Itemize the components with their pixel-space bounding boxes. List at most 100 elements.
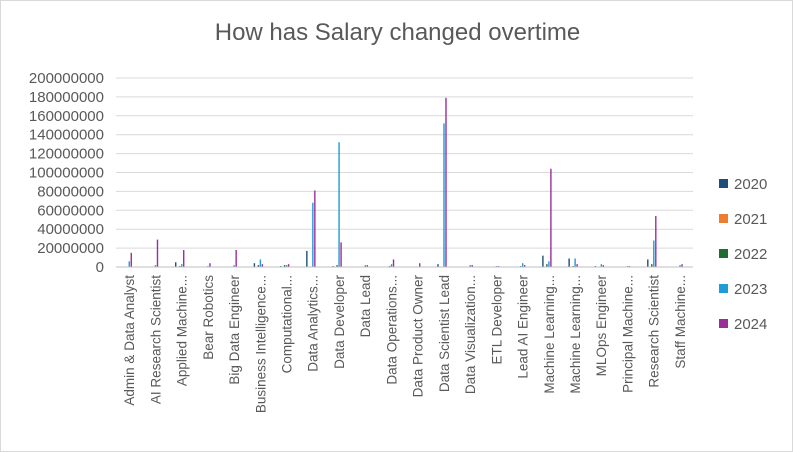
bar-2023	[128, 261, 130, 267]
x-tick-label: Data Visualization...	[463, 275, 478, 394]
chart-title: How has Salary changed overtime	[214, 19, 581, 46]
bar-2024	[655, 215, 657, 267]
bar-2024	[183, 249, 185, 267]
bar-2023	[154, 265, 157, 267]
legend-swatch-2023	[719, 284, 728, 293]
bars	[126, 97, 683, 268]
bar-2020	[568, 258, 570, 267]
bar-2024	[445, 97, 447, 267]
y-tick-label: 180000000	[29, 89, 104, 106]
bar-2023	[390, 264, 393, 267]
bar-2023	[469, 265, 471, 267]
legend-swatch-2020	[719, 179, 728, 188]
bar-2024	[340, 242, 342, 267]
x-tick-label: Machine Learning...	[542, 275, 557, 394]
bar-2023	[285, 265, 288, 267]
x-tick-label: Data Developer	[332, 275, 347, 369]
bar-2020	[647, 259, 649, 267]
x-tick-label: Applied Machine...	[175, 275, 190, 386]
bar-2023	[548, 261, 550, 267]
bar-2024	[392, 259, 395, 267]
x-tick-label: Machine Learning...	[568, 275, 583, 394]
gridlines	[116, 77, 693, 249]
bar-2024	[419, 263, 421, 267]
bar-2023	[233, 265, 235, 267]
legend-swatch-2024	[719, 319, 728, 328]
x-tick-label: Data Product Owner	[411, 275, 426, 398]
bar-2024	[471, 265, 473, 267]
bar-2022	[257, 265, 260, 267]
x-tick-label: Principal Machine...	[620, 275, 635, 393]
bar-2023	[600, 264, 603, 267]
legend-label-2023: 2023	[734, 281, 767, 298]
bar-2024	[209, 263, 211, 267]
x-tick-label: Research Scientist	[647, 275, 662, 388]
bar-2020	[306, 250, 308, 267]
bar-2024	[602, 265, 605, 267]
bar-2023	[679, 265, 681, 267]
y-tick-label: 200000000	[29, 70, 104, 87]
legend: 2020 2021 2022 2023 2024	[719, 176, 767, 333]
bar-2022	[283, 265, 286, 267]
x-tick-label: Data Lead	[358, 275, 373, 337]
y-tick-label: 160000000	[29, 108, 104, 125]
x-tick-label: Big Data Engineer	[227, 275, 242, 385]
bar-2023	[574, 258, 576, 267]
x-tick-label: Lead AI Engineer	[516, 275, 531, 379]
bar-2023	[521, 263, 524, 267]
bar-2024	[550, 168, 552, 267]
y-tick-label: 120000000	[29, 146, 104, 163]
y-tick-label: 40000000	[37, 221, 104, 238]
bar-2023	[338, 142, 340, 267]
y-tick-label: 20000000	[37, 240, 104, 257]
bar-2022	[336, 265, 338, 267]
y-tick-label: 60000000	[37, 202, 104, 219]
x-tick-label: Data Operations...	[384, 275, 399, 385]
bar-2020	[542, 255, 544, 267]
bar-2020	[175, 262, 177, 267]
legend-label-2022: 2022	[734, 246, 767, 263]
bar-2024	[523, 265, 526, 267]
bar-2022	[651, 264, 653, 267]
bar-2024	[287, 264, 290, 267]
y-axis-ticks: 0 20000000 40000000 60000000 800000001000000…	[29, 70, 104, 276]
legend-label-2021: 2021	[734, 211, 767, 228]
bar-2024	[314, 190, 316, 267]
bar-2023	[364, 265, 367, 267]
x-tick-label: Data Scientist Lead	[437, 275, 452, 392]
bar-2024	[261, 264, 264, 267]
bar-2024	[156, 239, 159, 267]
legend-label-2024: 2024	[734, 316, 767, 333]
bar-2020	[437, 264, 439, 267]
x-tick-label: ETL Developer	[489, 274, 504, 364]
legend-label-2020: 2020	[734, 176, 767, 193]
y-tick-label: 100000000	[29, 165, 104, 182]
x-tick-label: Computational...	[279, 275, 294, 373]
bar-2024	[235, 249, 237, 267]
bar-2024	[681, 264, 683, 267]
y-tick-label: 80000000	[37, 183, 104, 200]
x-tick-label: Business Intelligence...	[253, 275, 268, 413]
bar-2023	[259, 259, 262, 267]
legend-swatch-2021	[719, 214, 728, 223]
x-tick-label: Bear Robotics	[201, 275, 216, 360]
x-tick-label: MLOps Engineer	[594, 275, 609, 377]
bar-2020	[253, 263, 256, 267]
bar-2023	[443, 123, 445, 267]
legend-swatch-2022	[719, 249, 728, 258]
x-axis-ticks: Admin & Data Analyst AI Research Scientis…	[122, 274, 688, 413]
bar-2022	[546, 264, 548, 267]
bar-2023	[653, 240, 655, 267]
bar-2024	[576, 264, 578, 267]
y-tick-label: 140000000	[29, 127, 104, 144]
bar-2024	[366, 265, 369, 267]
x-tick-label: Staff Machine...	[673, 275, 688, 369]
x-tick-label: AI Research Scientist	[148, 275, 163, 404]
bar-2023	[312, 202, 314, 267]
y-tick-label: 0	[96, 259, 104, 276]
x-tick-label: Admin & Data Analyst	[122, 275, 137, 406]
bar-2023	[181, 264, 183, 267]
x-tick-label: Data Analytics...	[306, 275, 321, 372]
